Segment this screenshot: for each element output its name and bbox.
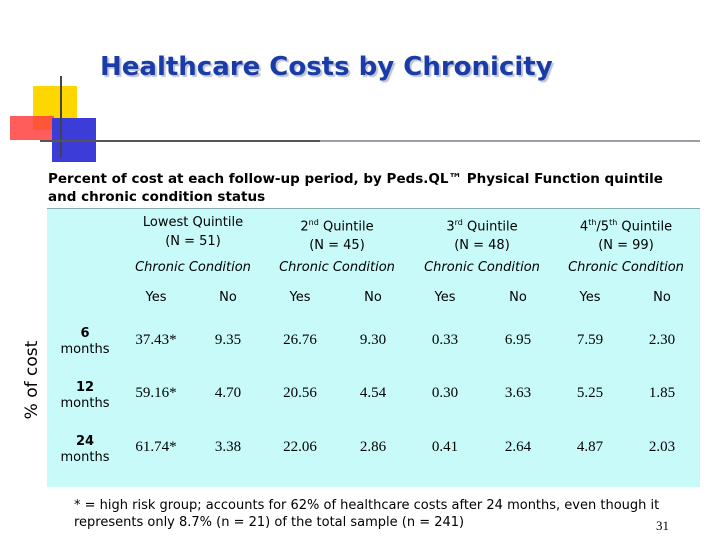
y-axis-label: % of cost	[22, 340, 42, 420]
table-cell: 22.06	[283, 439, 317, 455]
group-label: Chronic Condition	[279, 260, 395, 275]
decor-vertical-line	[60, 76, 62, 158]
quintile-3-n: (N = 48)	[454, 238, 510, 254]
decor-red-square	[10, 116, 54, 140]
table-cell: 26.76	[283, 332, 317, 348]
quintile-header-2: 2nd Quintile (N = 45)	[267, 213, 407, 255]
group-label: Chronic Condition	[135, 260, 251, 275]
table-cell: 4.70	[214, 385, 242, 401]
table-cell: 61.74*	[135, 439, 177, 455]
table-cell: 5.25	[576, 385, 604, 401]
table-cell: 2.64	[504, 439, 532, 455]
no-header: No	[364, 290, 382, 305]
table-cell: 3.38	[214, 439, 242, 455]
quintile-2-rest: Quintile	[318, 219, 374, 235]
quintile-3-suffix: rd	[454, 218, 463, 227]
yes-header: Yes	[289, 290, 311, 305]
row-period-unit: months	[60, 450, 110, 465]
table-cell: 59.16*	[135, 385, 177, 401]
row-label-12-months: 12 months	[53, 380, 117, 412]
quintile-5-suffix: th	[609, 218, 618, 227]
table-cell: 1.85	[648, 385, 676, 401]
slide-subtitle: Percent of cost at each follow-up period…	[48, 171, 663, 205]
row-label-24-months: 24 months	[53, 434, 117, 466]
table-cell: 0.30	[431, 385, 459, 401]
table-cell: 2.86	[359, 439, 387, 455]
quintile-4-ordinal: 4	[579, 219, 589, 235]
footnote: * = high risk group; accounts for 62% of…	[74, 498, 660, 530]
table-panel	[47, 208, 700, 487]
no-header: No	[219, 290, 237, 305]
table-cell: 9.35	[214, 332, 242, 348]
quintile-2-suffix: nd	[308, 218, 319, 227]
quintile-header-1: Lowest Quintile (N = 51)	[123, 213, 263, 251]
row-period-number: 24	[75, 434, 95, 449]
slide-title: Healthcare Costs by Chronicity	[100, 52, 553, 82]
quintile-4-mid: /5	[596, 219, 610, 235]
row-period-number: 12	[75, 380, 95, 395]
row-period-number: 6	[80, 326, 90, 341]
table-cell: 9.30	[359, 332, 387, 348]
table-cell: 4.87	[576, 439, 604, 455]
no-header: No	[653, 290, 671, 305]
quintile-2-ordinal: 2	[300, 219, 309, 235]
page-number: 31	[656, 518, 669, 533]
table-cell: 37.43*	[135, 332, 177, 348]
table-cell: 0.41	[431, 439, 459, 455]
quintile-4-rest: Quintile	[617, 219, 673, 235]
quintile-2-n: (N = 45)	[309, 238, 365, 254]
quintile-4-suffix: th	[588, 218, 597, 227]
table-cell: 4.54	[359, 385, 387, 401]
table-cell: 2.03	[648, 439, 676, 455]
quintile-header-3: 3rd Quintile (N = 48)	[412, 213, 552, 255]
no-header: No	[509, 290, 527, 305]
yes-header: Yes	[145, 290, 167, 305]
row-label-6-months: 6 months	[53, 326, 117, 358]
quintile-4-n: (N = 99)	[598, 238, 654, 254]
title-underline	[40, 140, 700, 142]
group-label: Chronic Condition	[424, 260, 540, 275]
quintile-3-rest: Quintile	[462, 219, 518, 235]
quintile-header-4: 4th/5th Quintile (N = 99)	[556, 213, 696, 255]
table-cell: 2.30	[648, 332, 676, 348]
quintile-1-n: (N = 51)	[165, 234, 221, 249]
table-cell: 6.95	[504, 332, 532, 348]
table-cell: 3.63	[504, 385, 532, 401]
table-cell: 20.56	[283, 385, 317, 401]
yes-header: Yes	[434, 290, 456, 305]
quintile-1-name: Lowest Quintile	[142, 215, 244, 230]
group-label: Chronic Condition	[568, 260, 684, 275]
title-underline-dark	[40, 140, 320, 142]
row-period-unit: months	[60, 396, 110, 411]
row-period-unit: months	[60, 342, 110, 357]
yes-header: Yes	[579, 290, 601, 305]
table-cell: 0.33	[431, 332, 459, 348]
table-cell: 7.59	[576, 332, 604, 348]
quintile-3-ordinal: 3	[446, 219, 455, 235]
